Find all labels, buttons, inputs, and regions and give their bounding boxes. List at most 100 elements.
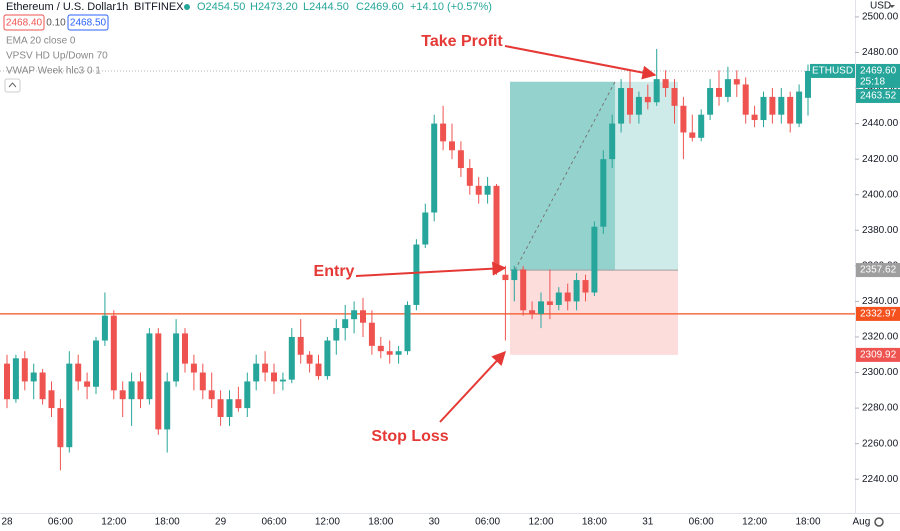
candle-body: [653, 79, 660, 103]
candle-body: [324, 340, 331, 377]
candle-body: [716, 88, 722, 97]
buy-button[interactable]: [67, 14, 109, 31]
candle-body: [707, 88, 714, 115]
candle-body: [315, 363, 322, 377]
candle-body: [137, 381, 144, 400]
price-label-box: [856, 263, 900, 278]
y-tick-label: 2480.00: [862, 47, 899, 58]
candle-body: [538, 301, 544, 314]
price-label-box: [856, 63, 900, 88]
candle-body: [235, 399, 242, 409]
candle-body: [520, 269, 527, 311]
annotation: Take Profit: [421, 33, 503, 50]
candle-body: [796, 91, 803, 124]
y-tick-label: 2400.00: [862, 189, 899, 200]
candle-body: [226, 399, 233, 417]
candle-body: [413, 244, 420, 305]
candle-body: [466, 168, 473, 186]
price-label: 2357.62: [860, 265, 897, 276]
candle-body: [199, 372, 206, 391]
candle-body: [333, 328, 340, 341]
sell-price[interactable]: 2468.40: [6, 18, 43, 29]
candle-body: [360, 310, 366, 323]
x-tick-label: 12:00: [742, 517, 767, 528]
candle-body: [4, 363, 10, 400]
candle-body: [742, 84, 749, 115]
indicator: VWAP Week hlc3 0 1: [6, 66, 101, 77]
candle-body: [395, 351, 402, 355]
buy-price[interactable]: 2468.50: [70, 18, 107, 29]
candle-body: [484, 185, 491, 195]
annotation-arrow: [504, 45, 657, 80]
x-tick-label: 06:00: [48, 517, 73, 528]
candle-body: [733, 79, 740, 85]
candle-body: [190, 363, 197, 373]
candle-body: [511, 269, 518, 281]
collapse-button[interactable]: [4, 78, 21, 93]
price-label-box: [856, 88, 900, 103]
candle-body: [564, 292, 571, 302]
candle-body: [279, 379, 286, 382]
y-tick-label: 2280.00: [862, 403, 899, 414]
x-tick-label: 29: [215, 517, 227, 528]
candle-body: [155, 333, 162, 430]
high-value: H2473.20: [250, 1, 298, 13]
currency-arrow: [889, 5, 895, 8]
price-label: 2309.92: [860, 350, 897, 361]
candle-body: [342, 319, 349, 329]
spread: 0.10: [46, 18, 66, 29]
candle-body: [698, 114, 705, 138]
candle-body: [368, 322, 375, 346]
x-tick-label: 30: [429, 517, 441, 528]
candle-body: [75, 363, 82, 382]
y-tick-label: 2320.00: [862, 332, 899, 343]
candle-body: [271, 372, 277, 382]
x-tick-label: 18:00: [582, 517, 607, 528]
price-label: 2469.60: [860, 66, 897, 77]
candle-body: [805, 70, 811, 98]
candle-body: [502, 274, 509, 281]
candle-body: [529, 310, 536, 314]
currency[interactable]: USD: [870, 1, 891, 12]
sell-button[interactable]: [3, 14, 45, 31]
candle-body: [386, 351, 393, 355]
x-tick-label: 18:00: [368, 517, 393, 528]
candle-body: [671, 88, 678, 106]
settings-icon[interactable]: [874, 517, 884, 527]
candle-body: [404, 304, 411, 352]
candle-body: [769, 96, 776, 115]
interval: 1h: [116, 1, 128, 13]
candle-body: [689, 132, 696, 138]
x-tick-label: 12:00: [315, 517, 340, 528]
candle-body: [110, 315, 117, 391]
annotation-arrow: [439, 350, 506, 423]
y-tick-label: 2240.00: [862, 474, 899, 485]
symbol: Ethereum / U.S. Dollar: [6, 1, 116, 13]
candle-body: [297, 336, 304, 355]
candle-body: [48, 390, 55, 409]
candle-body: [182, 333, 188, 364]
candle-body: [493, 185, 500, 270]
annotation: Entry: [314, 263, 355, 280]
candle-body: [306, 354, 313, 364]
x-tick-label: 06:00: [261, 517, 286, 528]
candle-body: [760, 96, 767, 121]
annotation: Stop Loss: [371, 428, 448, 445]
candle-body: [66, 363, 73, 448]
annotation-arrow: [355, 261, 507, 277]
price-label: 2463.52: [860, 91, 897, 102]
candle-body: [582, 280, 589, 293]
open-value: O2454.50: [197, 1, 245, 13]
candle-body: [618, 88, 625, 124]
candle-body: [93, 340, 99, 387]
x-tick-label: 31: [642, 517, 654, 528]
indicator: VPSV HD Up/Down 70: [6, 51, 108, 62]
y-tick-label: 2340.00: [862, 296, 899, 307]
close-value: C2469.60: [356, 1, 404, 13]
candle-body: [244, 381, 251, 409]
candle-body: [164, 381, 171, 430]
y-tick-label: 2380.00: [862, 225, 899, 236]
y-tick-label: 2460.00: [862, 83, 899, 94]
candle-body: [119, 390, 126, 400]
candle-body: [724, 79, 731, 97]
